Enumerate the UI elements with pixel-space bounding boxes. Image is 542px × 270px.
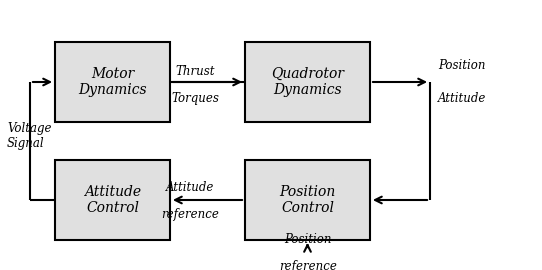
Text: reference: reference <box>161 208 219 221</box>
Text: Attitude
Control: Attitude Control <box>84 185 141 215</box>
Text: Thrust: Thrust <box>175 65 215 78</box>
Bar <box>245 42 370 122</box>
Text: reference: reference <box>279 260 337 270</box>
Bar <box>55 160 170 240</box>
Text: Attitude: Attitude <box>438 92 486 105</box>
Text: Position
Control: Position Control <box>279 185 335 215</box>
Text: Motor
Dynamics: Motor Dynamics <box>78 67 147 97</box>
Text: Position: Position <box>438 59 486 72</box>
Text: Torques: Torques <box>171 92 219 105</box>
Text: Voltage
Signal: Voltage Signal <box>7 122 51 150</box>
Text: Position: Position <box>284 233 332 246</box>
Bar <box>55 42 170 122</box>
Text: Attitude: Attitude <box>166 181 214 194</box>
Text: Quadrotor
Dynamics: Quadrotor Dynamics <box>271 67 344 97</box>
Bar <box>245 160 370 240</box>
